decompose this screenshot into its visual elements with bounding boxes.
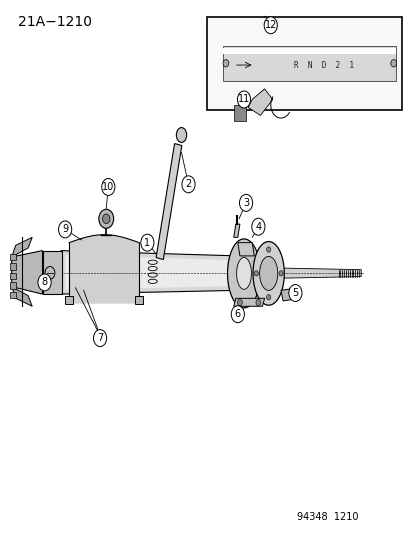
Text: 7: 7 — [97, 333, 103, 343]
Circle shape — [223, 60, 228, 67]
Polygon shape — [247, 89, 272, 115]
Circle shape — [102, 179, 115, 196]
Ellipse shape — [176, 127, 186, 142]
Text: 1: 1 — [144, 238, 150, 248]
Polygon shape — [156, 143, 181, 260]
Text: 3: 3 — [242, 198, 249, 208]
Circle shape — [231, 306, 244, 322]
Circle shape — [237, 300, 242, 306]
Polygon shape — [135, 296, 143, 304]
Circle shape — [38, 274, 51, 291]
Text: 4: 4 — [255, 222, 261, 232]
Circle shape — [254, 271, 258, 276]
Text: R  N  D  2  1: R N D 2 1 — [293, 61, 353, 69]
Polygon shape — [65, 255, 233, 290]
Polygon shape — [9, 263, 16, 270]
Polygon shape — [252, 241, 284, 305]
Polygon shape — [9, 292, 16, 298]
Polygon shape — [61, 251, 237, 294]
Text: 2: 2 — [185, 179, 191, 189]
Text: 9: 9 — [62, 224, 68, 235]
Text: 21A−1210: 21A−1210 — [18, 14, 92, 29]
Polygon shape — [233, 105, 245, 120]
Polygon shape — [12, 287, 32, 306]
Bar — [223, 46, 395, 81]
Text: 8: 8 — [41, 277, 47, 287]
Circle shape — [263, 17, 277, 34]
Polygon shape — [280, 288, 299, 301]
Circle shape — [99, 209, 114, 228]
Text: 10: 10 — [102, 182, 114, 192]
Circle shape — [251, 218, 264, 235]
Text: 11: 11 — [237, 94, 249, 104]
Polygon shape — [233, 298, 264, 306]
Polygon shape — [12, 237, 32, 257]
Polygon shape — [282, 268, 360, 278]
Polygon shape — [69, 235, 139, 304]
Circle shape — [45, 266, 55, 279]
Text: 94348  1210: 94348 1210 — [297, 512, 358, 522]
Polygon shape — [12, 251, 43, 294]
Circle shape — [288, 285, 301, 302]
Circle shape — [239, 195, 252, 212]
Polygon shape — [9, 273, 16, 279]
Circle shape — [58, 221, 71, 238]
Text: 5: 5 — [292, 288, 298, 298]
Circle shape — [390, 60, 396, 67]
Circle shape — [278, 271, 282, 276]
Circle shape — [181, 176, 195, 193]
Polygon shape — [43, 251, 62, 294]
Polygon shape — [237, 243, 254, 256]
Polygon shape — [65, 296, 73, 304]
Polygon shape — [9, 282, 16, 289]
Text: 6: 6 — [234, 309, 240, 319]
Circle shape — [140, 234, 154, 251]
Polygon shape — [9, 254, 16, 260]
Bar — [206, 17, 401, 110]
Polygon shape — [236, 257, 251, 289]
Circle shape — [266, 295, 270, 300]
Circle shape — [102, 214, 110, 223]
Polygon shape — [259, 256, 277, 290]
Circle shape — [237, 91, 250, 108]
Circle shape — [93, 329, 107, 346]
Circle shape — [255, 300, 260, 306]
Circle shape — [266, 247, 270, 252]
Text: 12: 12 — [264, 20, 276, 30]
Polygon shape — [227, 239, 260, 308]
Bar — [223, 48, 395, 54]
Polygon shape — [233, 224, 239, 237]
